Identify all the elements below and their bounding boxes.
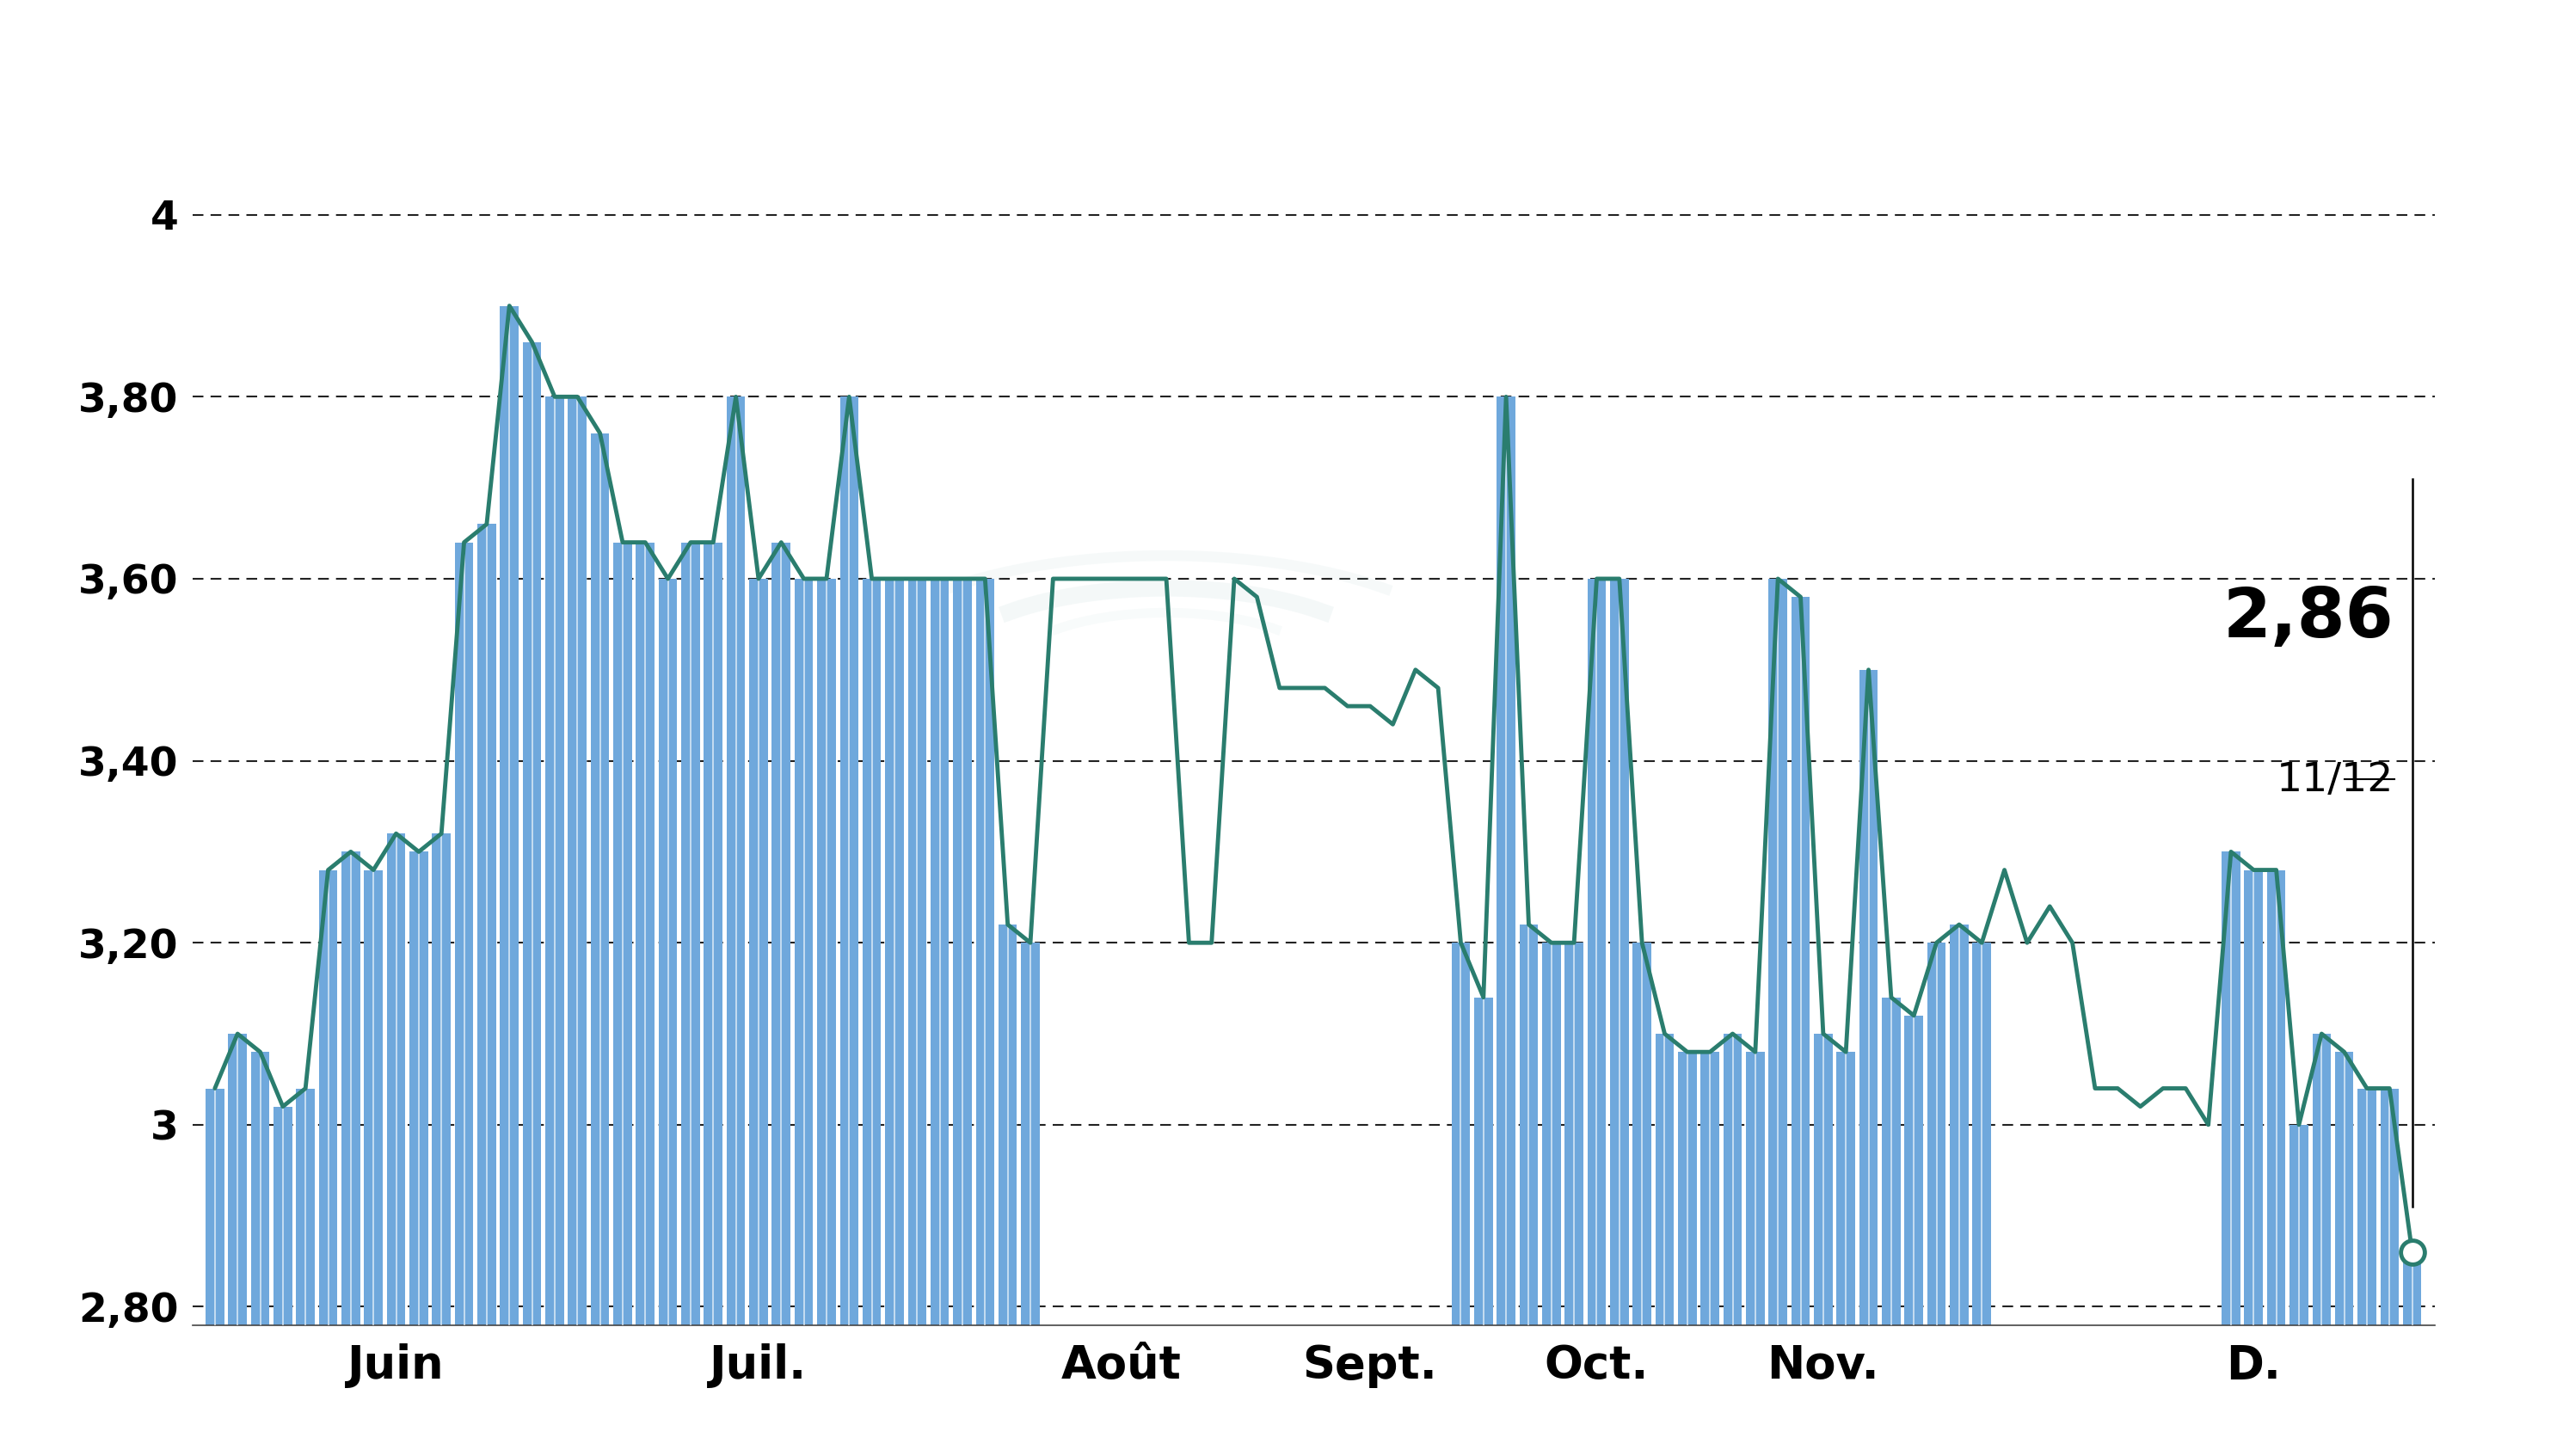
- Bar: [1838, 1051, 1856, 1325]
- Bar: [1543, 942, 1561, 1325]
- Bar: [433, 833, 451, 1325]
- Bar: [1020, 942, 1041, 1325]
- Bar: [2268, 869, 2286, 1325]
- Bar: [364, 869, 382, 1325]
- Bar: [930, 578, 948, 1325]
- Bar: [2289, 1124, 2309, 1325]
- Bar: [1520, 925, 1538, 1325]
- Bar: [2381, 1088, 2399, 1325]
- Bar: [1633, 942, 1651, 1325]
- Text: 2,86: 2,86: [2222, 584, 2394, 651]
- Bar: [589, 432, 610, 1325]
- Bar: [2222, 852, 2240, 1325]
- Bar: [523, 342, 541, 1325]
- Bar: [569, 396, 587, 1325]
- Bar: [297, 1088, 315, 1325]
- Bar: [387, 833, 405, 1325]
- Bar: [1904, 1015, 1922, 1325]
- Bar: [977, 578, 994, 1325]
- Bar: [725, 396, 746, 1325]
- Bar: [1679, 1051, 1697, 1325]
- Bar: [1950, 925, 1968, 1325]
- Bar: [841, 396, 859, 1325]
- Text: 11/12: 11/12: [2276, 760, 2394, 799]
- Bar: [884, 578, 905, 1325]
- Bar: [1858, 670, 1879, 1325]
- Bar: [251, 1051, 269, 1325]
- Bar: [2358, 1088, 2376, 1325]
- Bar: [613, 542, 633, 1325]
- Bar: [500, 306, 518, 1325]
- Text: ELECT. MADAGASCAR: ELECT. MADAGASCAR: [625, 32, 1938, 140]
- Bar: [546, 396, 564, 1325]
- Bar: [1656, 1034, 1674, 1325]
- Bar: [1474, 997, 1492, 1325]
- Bar: [1792, 597, 1809, 1325]
- Bar: [1451, 942, 1471, 1325]
- Bar: [318, 869, 338, 1325]
- Bar: [1497, 396, 1515, 1325]
- Bar: [1702, 1051, 1720, 1325]
- Bar: [205, 1088, 223, 1325]
- Bar: [477, 524, 497, 1325]
- Bar: [953, 578, 971, 1325]
- Bar: [1881, 997, 1902, 1325]
- Bar: [705, 542, 723, 1325]
- Bar: [682, 542, 700, 1325]
- Bar: [1815, 1034, 1833, 1325]
- Bar: [1000, 925, 1018, 1325]
- Bar: [1768, 578, 1786, 1325]
- Bar: [1974, 942, 1991, 1325]
- Bar: [818, 578, 836, 1325]
- Bar: [228, 1034, 246, 1325]
- Bar: [410, 852, 428, 1325]
- Bar: [1566, 942, 1584, 1325]
- Bar: [274, 1107, 292, 1325]
- Bar: [2245, 869, 2263, 1325]
- Bar: [1586, 578, 1607, 1325]
- Bar: [2335, 1051, 2353, 1325]
- Bar: [454, 542, 474, 1325]
- Bar: [1745, 1051, 1763, 1325]
- Bar: [907, 578, 925, 1325]
- Bar: [748, 578, 769, 1325]
- Bar: [2404, 1252, 2422, 1325]
- Bar: [1722, 1034, 1743, 1325]
- Bar: [771, 542, 789, 1325]
- Bar: [1610, 578, 1628, 1325]
- Bar: [341, 852, 359, 1325]
- Bar: [636, 542, 654, 1325]
- Bar: [864, 578, 882, 1325]
- Bar: [1927, 942, 1945, 1325]
- Bar: [795, 578, 812, 1325]
- Bar: [659, 578, 677, 1325]
- Bar: [2312, 1034, 2330, 1325]
